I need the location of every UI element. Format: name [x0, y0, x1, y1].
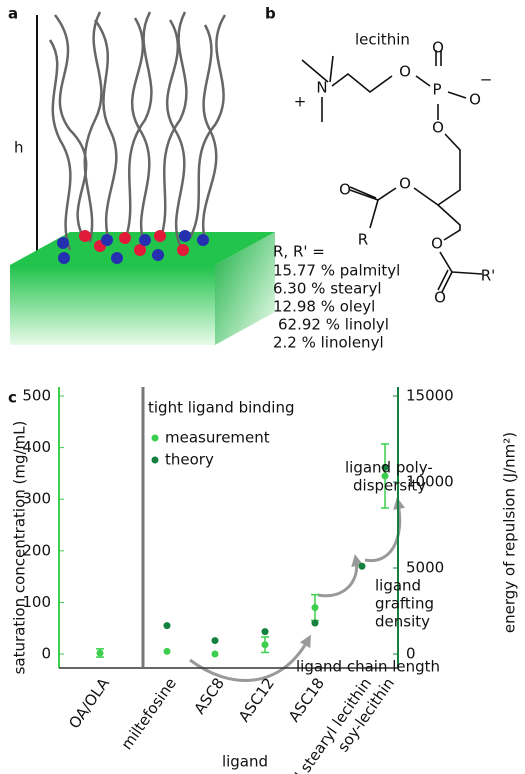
- point: [164, 648, 171, 655]
- point: [312, 604, 319, 611]
- point: [97, 649, 104, 656]
- y2-axis-title: energy of repulsion (J/nm²): [501, 432, 519, 633]
- x-tick-label: OA/OLA: [65, 674, 113, 732]
- y-tick-label: 0: [41, 645, 51, 663]
- figure: a h b lecithin: [0, 0, 525, 774]
- point: [359, 563, 366, 570]
- y2-tick-label: 15000: [406, 387, 454, 405]
- panel-a: a h: [8, 5, 275, 346]
- legend-marker: [152, 435, 159, 442]
- atom-label: R: [358, 231, 368, 249]
- atom-label: O: [469, 91, 481, 109]
- annotation: grafting: [375, 595, 434, 613]
- point: [212, 651, 219, 658]
- y-tick-label: 500: [22, 387, 51, 405]
- panel-c: [190, 503, 400, 680]
- legend-label: measurement: [165, 429, 270, 447]
- height-label: h: [14, 139, 24, 157]
- x-tick-label: miltefosine: [117, 675, 179, 754]
- x-tick-label: ASC12: [235, 675, 278, 726]
- atom-label: −: [480, 71, 493, 89]
- annotation: ligand poly-: [345, 459, 433, 477]
- atom-label: O: [434, 289, 446, 307]
- panel-label: c: [8, 389, 17, 407]
- point: [164, 622, 171, 629]
- composition-line: 15.77 % palmityl: [273, 262, 400, 280]
- composition-line: 6.30 % stearyl: [273, 280, 382, 298]
- arrow: [318, 560, 357, 596]
- composition-line: 62.92 % linolyl: [278, 316, 389, 334]
- atom-label: N: [316, 79, 327, 97]
- atom-label: O: [432, 39, 444, 57]
- atom-label: O: [399, 175, 411, 193]
- ligands: [50, 12, 225, 250]
- composition-line: 12.98 % oleyl: [273, 298, 375, 316]
- annotation: dispersity: [353, 477, 426, 495]
- annotation: ligand chain length: [296, 658, 440, 676]
- arrow: [190, 640, 308, 680]
- y-axis-title: saturation concentration (mg/mL): [11, 421, 29, 675]
- x-tick-label: ASC8: [190, 675, 228, 718]
- legend-label: theory: [165, 451, 214, 469]
- annotation: ligand: [375, 577, 421, 595]
- atom-label: O: [339, 181, 351, 199]
- atom-label: O: [432, 119, 444, 137]
- atom-label: O: [431, 235, 443, 253]
- bonds: [302, 50, 482, 292]
- atom-label: O: [399, 63, 411, 81]
- composition-line: 2.2 % linolenyl: [273, 334, 384, 352]
- point: [262, 641, 269, 648]
- atom-label: +: [294, 93, 307, 111]
- point: [312, 620, 319, 627]
- panel-label: b: [265, 5, 276, 23]
- arrow: [365, 503, 400, 561]
- substrate-front: [10, 265, 215, 345]
- x-axis-title: ligand: [222, 753, 268, 771]
- y2-tick-label: 5000: [406, 559, 444, 577]
- panel-b: b lecithin R, R' =: [265, 5, 482, 293]
- panel-label: a: [8, 5, 18, 23]
- annotation: tight ligand binding: [148, 399, 294, 417]
- annotation: density: [375, 613, 430, 631]
- legend-marker: [152, 457, 159, 464]
- point: [262, 628, 269, 635]
- x-tick-label: ASC18: [285, 675, 328, 726]
- atom-label: R': [481, 267, 496, 285]
- molecule-name: lecithin: [355, 31, 410, 49]
- atom-label: P: [432, 81, 441, 99]
- point: [212, 637, 219, 644]
- composition-header: R, R' =: [273, 243, 325, 261]
